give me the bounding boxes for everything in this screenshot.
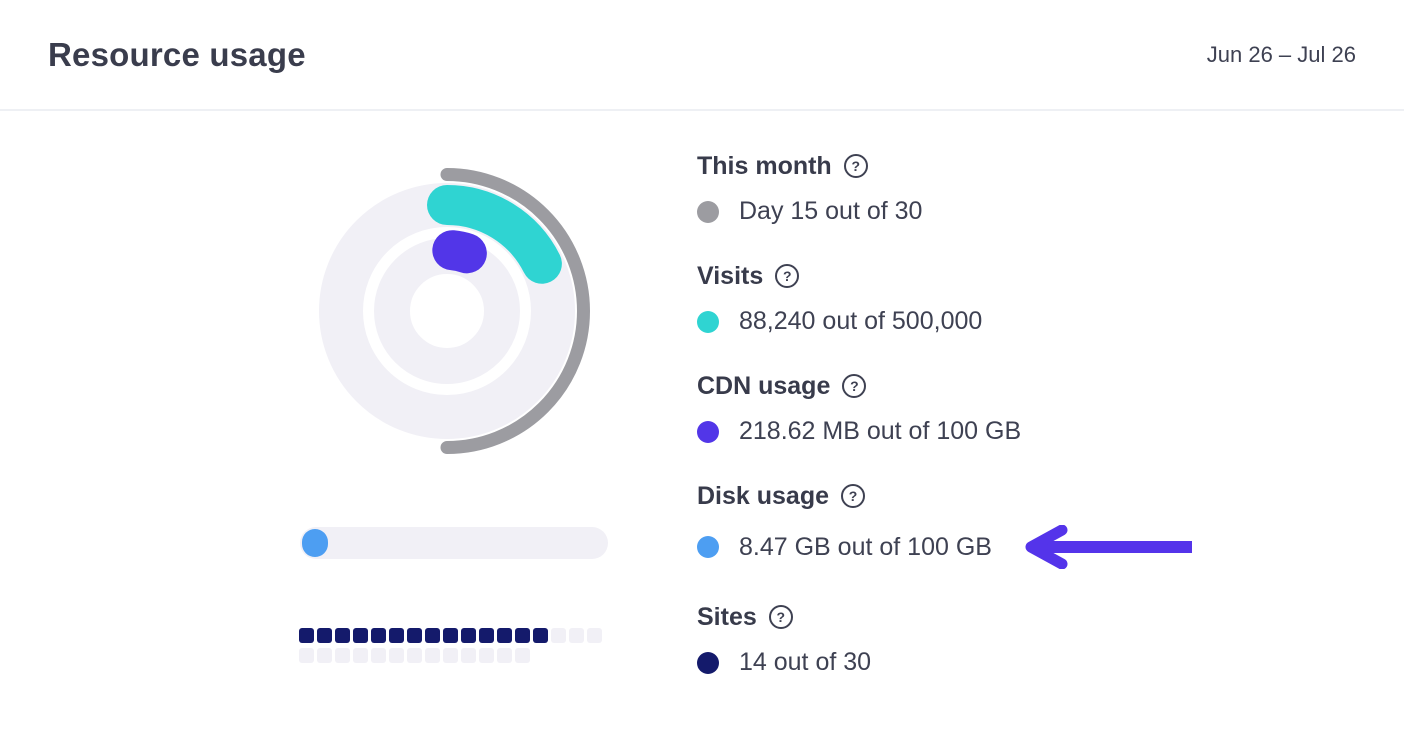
site-slot-free: [515, 648, 530, 663]
site-slot-free: [371, 648, 386, 663]
resource-rings-chart: [319, 168, 590, 454]
site-slot-used: [371, 628, 386, 643]
annotation-arrow-icon: [1025, 525, 1192, 569]
site-slot-free: [443, 648, 458, 663]
site-slot-used: [389, 628, 404, 643]
site-slot-used: [335, 628, 350, 643]
stat-heading: CDN usage?: [697, 370, 1196, 402]
legend-dot-icon: [697, 651, 719, 674]
help-icon[interactable]: ?: [842, 374, 867, 398]
sites-waffle-grid: [299, 628, 605, 663]
site-slot-used: [443, 628, 458, 643]
stat-label: This month: [697, 152, 832, 180]
stat-value: 14 out of 30: [739, 648, 872, 676]
site-slot-used: [461, 628, 476, 643]
panel-header: Resource usage Jun 26 – Jul 26: [0, 0, 1404, 111]
stat-sites: Sites? 14 out of 30: [697, 601, 1196, 679]
stat-value-row: 14 out of 30: [697, 646, 1196, 679]
site-slot-free: [389, 648, 404, 663]
help-icon[interactable]: ?: [775, 264, 800, 288]
help-icon[interactable]: ?: [843, 154, 868, 178]
site-slot-used: [497, 628, 512, 643]
stat-heading: Disk usage?: [697, 480, 1196, 512]
stat-value-row: 218.62 MB out of 100 GB: [697, 415, 1196, 448]
page-title: Resource usage: [48, 35, 306, 73]
disk-usage-progress-fill: [302, 529, 328, 557]
help-icon[interactable]: ?: [841, 484, 866, 508]
stat-value-row: Day 15 out of 30: [697, 195, 1196, 228]
stat-cdn-usage: CDN usage? 218.62 MB out of 100 GB: [697, 370, 1196, 448]
site-slot-free: [587, 628, 602, 643]
stat-value-row: 8.47 GB out of 100 GB: [697, 525, 1196, 569]
site-slot-free: [479, 648, 494, 663]
stat-visits: Visits? 88,240 out of 500,000: [697, 260, 1196, 338]
site-slot-free: [425, 648, 440, 663]
help-icon[interactable]: ?: [768, 605, 793, 629]
stat-value: 8.47 GB out of 100 GB: [739, 532, 992, 561]
site-slot-used: [407, 628, 422, 643]
legend-dot-icon: [697, 310, 719, 333]
site-slot-used: [479, 628, 494, 643]
stat-this-month: This month? Day 15 out of 30: [697, 150, 1196, 228]
stat-value-row: 88,240 out of 500,000: [697, 305, 1196, 338]
stat-value: 88,240 out of 500,000: [739, 307, 983, 335]
legend-dot-icon: [697, 420, 719, 443]
site-slot-free: [569, 628, 584, 643]
site-slot-free: [317, 648, 332, 663]
disk-usage-progress-bar: [300, 527, 608, 559]
stat-label: CDN usage: [697, 372, 831, 400]
site-slot-free: [551, 628, 566, 643]
stat-heading: This month?: [697, 150, 1196, 182]
site-slot-used: [317, 628, 332, 643]
site-slot-used: [515, 628, 530, 643]
legend-dot-icon: [697, 200, 719, 223]
site-slot-free: [461, 648, 476, 663]
site-slot-free: [353, 648, 368, 663]
billing-period-range: Jun 26 – Jul 26: [1206, 41, 1356, 67]
stat-disk-usage: Disk usage? 8.47 GB out of 100 GB: [697, 480, 1196, 569]
site-slot-free: [335, 648, 350, 663]
site-slot-free: [299, 648, 314, 663]
legend-dot-icon: [697, 536, 719, 558]
this-month-arc: [440, 168, 590, 454]
site-slot-used: [353, 628, 368, 643]
stat-value: Day 15 out of 30: [739, 197, 923, 225]
site-slot-used: [425, 628, 440, 643]
usage-stats-list: This month? Day 15 out of 30 Visits? 88,240…: [697, 150, 1196, 711]
stat-heading: Sites?: [697, 601, 1196, 633]
cdn-usage-track-ring: [374, 238, 520, 384]
stat-label: Sites: [697, 603, 757, 631]
site-slot-used: [533, 628, 548, 643]
site-slot-free: [407, 648, 422, 663]
stat-heading: Visits?: [697, 260, 1196, 292]
stat-label: Disk usage: [697, 482, 830, 510]
stat-value: 218.62 MB out of 100 GB: [739, 417, 1022, 445]
cdn-usage-arc: [432, 230, 487, 274]
visits-arc: [427, 185, 562, 284]
site-slot-free: [497, 648, 512, 663]
stat-label: Visits: [697, 262, 764, 290]
site-slot-used: [299, 628, 314, 643]
